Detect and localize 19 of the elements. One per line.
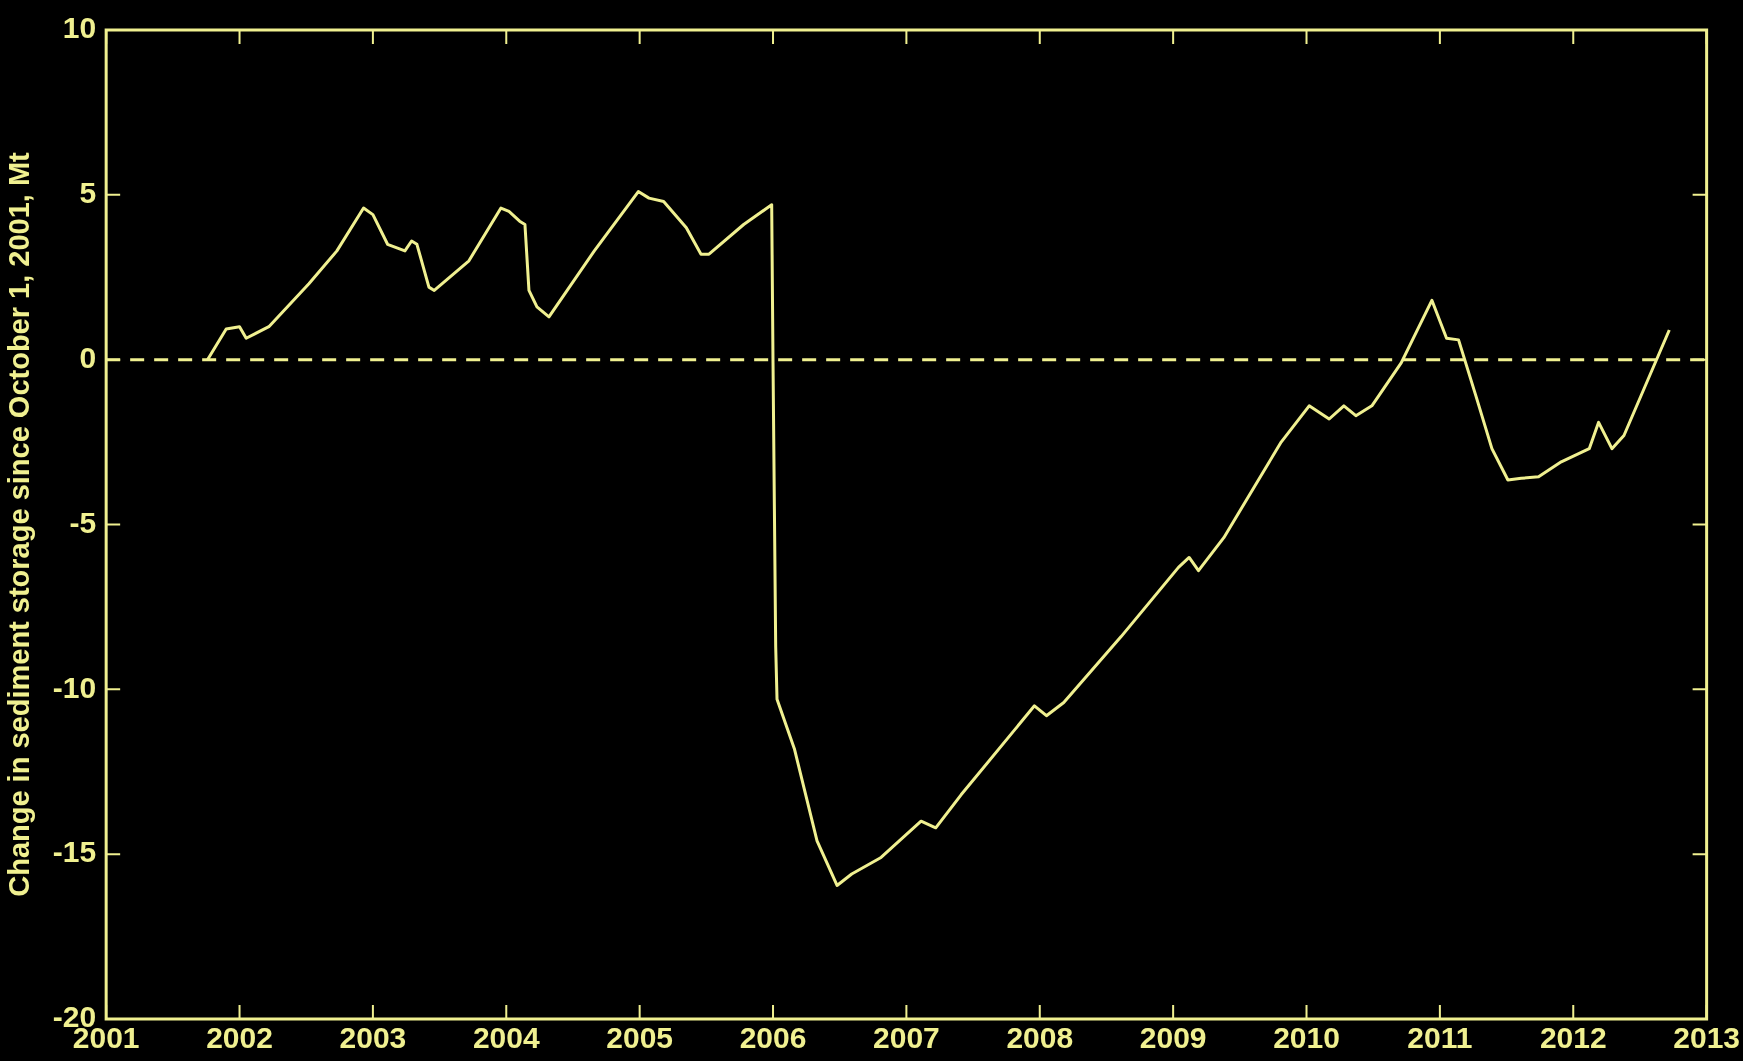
y-tick-label: -10 xyxy=(52,670,97,704)
x-tick-label: 2007 xyxy=(873,1021,940,1055)
y-tick-label: 5 xyxy=(79,176,97,210)
y-axis-title: Change in sediment storage since October 1, 2001, Mt xyxy=(3,151,36,897)
x-tick-label: 2003 xyxy=(339,1021,407,1055)
y-tick-label: 0 xyxy=(79,340,97,374)
x-tick-label: 2008 xyxy=(1006,1021,1074,1055)
x-tick-label: 2013 xyxy=(1673,1021,1741,1055)
y-tick-label: -5 xyxy=(69,505,97,539)
y-tick-label: -15 xyxy=(52,835,97,869)
x-tick-label: 2006 xyxy=(739,1021,807,1055)
x-tick-label: 2009 xyxy=(1139,1021,1207,1055)
x-tick-label: 2004 xyxy=(472,1021,540,1055)
x-tick-label: 2011 xyxy=(1407,1021,1473,1055)
x-tick-label: 2012 xyxy=(1539,1021,1607,1055)
x-tick-label: 2002 xyxy=(206,1021,273,1055)
x-tick-label: 2005 xyxy=(606,1021,674,1055)
x-tick-label: 2010 xyxy=(1273,1021,1340,1055)
y-tick-label: 10 xyxy=(62,11,97,45)
